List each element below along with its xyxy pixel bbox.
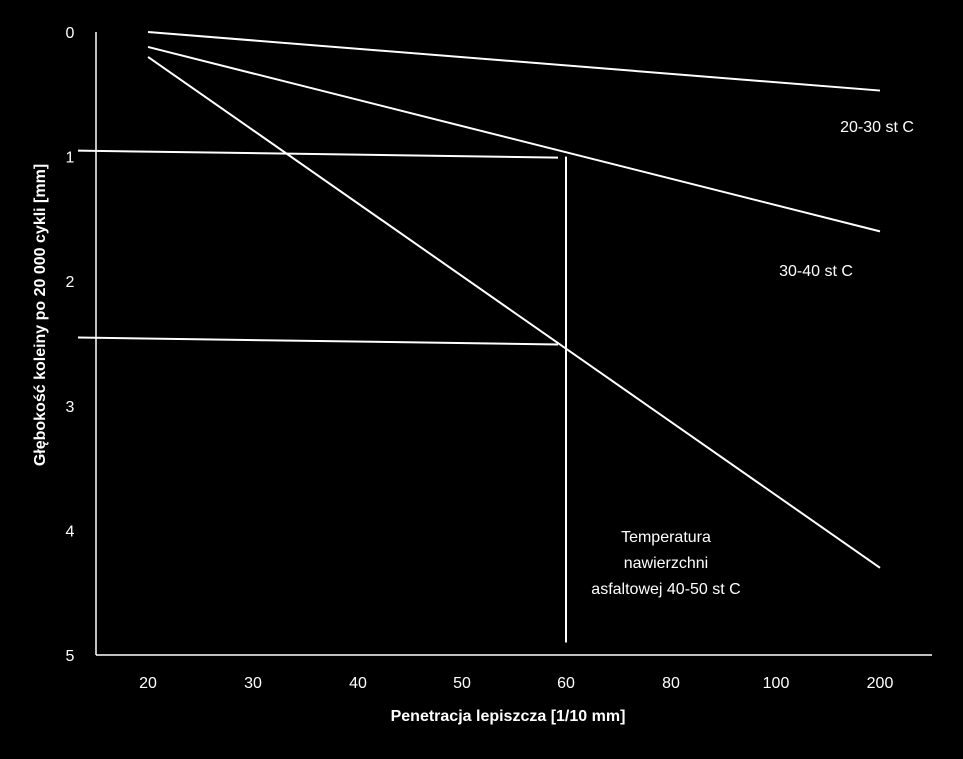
x-tick-label: 80 (662, 675, 680, 692)
series-label-20-30: 20-30 st C (840, 119, 914, 136)
x-tick-label: 200 (867, 675, 894, 692)
series-line-2 (147, 56, 881, 569)
x-tick-label: 20 (139, 675, 157, 692)
series-label-40-50-line1: Temperatura (621, 529, 711, 546)
series-line-0 (147, 31, 881, 92)
reference-line-2 (77, 336, 559, 346)
y-tick-label: 1 (66, 150, 75, 167)
reference-lines (77, 149, 567, 643)
x-tick-label: 100 (763, 675, 790, 692)
x-tick-label: 40 (349, 675, 367, 692)
series-label-40-50-line3: asfaltowej 40-50 st C (591, 581, 740, 598)
y-tick-label: 2 (66, 274, 75, 291)
y-tick-label: 5 (66, 648, 75, 665)
y-tick-label: 0 (66, 25, 75, 42)
y-tick-label: 3 (66, 399, 75, 416)
series-line-1 (147, 45, 881, 233)
y-axis-title: Głębokość koleiny po 20 000 cykli [mm] (32, 164, 49, 466)
series-label-30-40: 30-40 st C (779, 263, 853, 280)
y-tick-labels: 0 1 2 3 4 5 (66, 25, 75, 665)
x-tick-label: 30 (244, 675, 262, 692)
series-lines (147, 31, 881, 569)
series-labels: 20-30 st C 30-40 st C Temperatura nawier… (591, 119, 914, 598)
x-tick-labels: 20 30 40 50 60 80 100 200 (139, 675, 893, 692)
y-tick-label: 4 (66, 523, 75, 540)
reference-line-1 (77, 149, 559, 159)
x-tick-label: 50 (453, 675, 471, 692)
axes (95, 32, 932, 656)
series-label-40-50-line2: nawierzchni (624, 555, 708, 572)
x-axis-title: Penetracja lepiszcza [1/10 mm] (391, 708, 626, 725)
x-tick-label: 60 (557, 675, 575, 692)
